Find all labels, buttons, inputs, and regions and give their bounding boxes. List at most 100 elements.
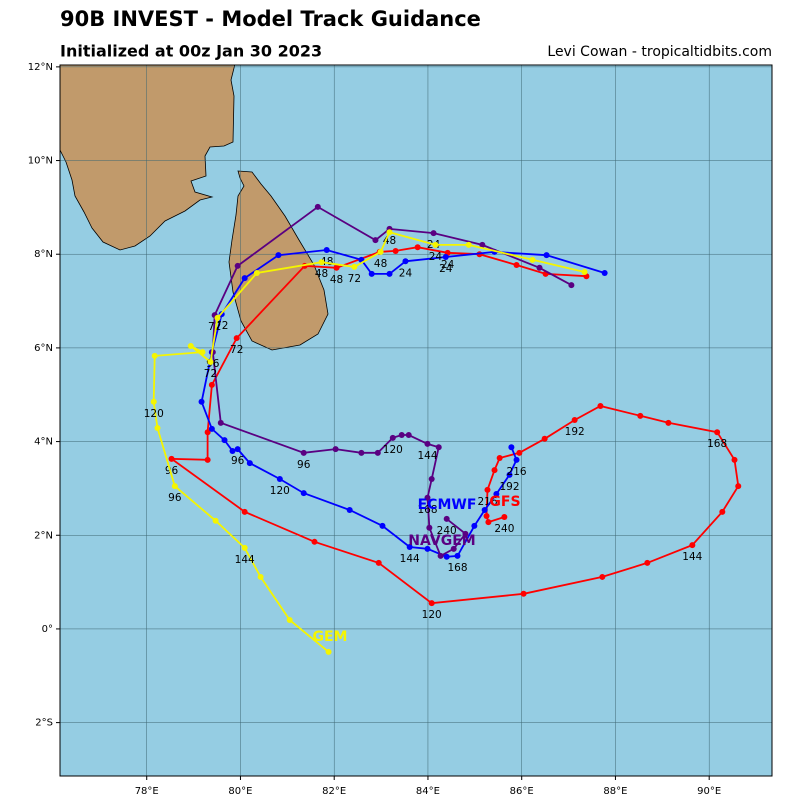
- model-name: GEM: [313, 629, 348, 645]
- track-point: [253, 269, 260, 276]
- track-point: [300, 449, 307, 456]
- grid: [60, 65, 772, 776]
- track-point: [471, 522, 478, 529]
- track-point: [529, 256, 536, 263]
- track-point: [204, 456, 211, 463]
- track-point: [481, 506, 488, 513]
- track-point: [374, 449, 381, 456]
- track-point: [199, 349, 206, 356]
- x-tick-label: 78°E: [135, 786, 159, 797]
- track-point: [581, 269, 588, 276]
- track-point: [221, 437, 228, 444]
- hour-label: 144: [400, 553, 420, 565]
- y-tick-label: 10°N: [28, 156, 53, 167]
- track-point: [513, 261, 520, 268]
- track-point: [392, 247, 399, 254]
- track-point: [332, 446, 339, 453]
- hour-label: 144: [417, 450, 437, 462]
- track-point: [428, 600, 435, 607]
- track-point: [491, 467, 498, 474]
- track-point: [372, 237, 379, 244]
- hour-label: 144: [235, 554, 255, 566]
- track-point: [516, 449, 523, 456]
- track-point: [333, 264, 340, 271]
- track-point: [735, 483, 742, 490]
- y-tick-label: 6°N: [34, 343, 53, 354]
- track-point: [323, 247, 330, 254]
- x-tick-label: 80°E: [228, 786, 252, 797]
- y-tick-label: 2°S: [35, 718, 53, 729]
- track-point: [241, 275, 248, 282]
- track-point: [414, 244, 421, 251]
- track-point: [714, 429, 721, 436]
- track-point: [428, 476, 435, 483]
- track-point: [379, 522, 386, 529]
- track-point: [346, 506, 353, 513]
- hour-label: 72: [230, 344, 243, 356]
- track-point: [483, 513, 490, 520]
- track-point: [571, 417, 578, 424]
- plot-frame: [59, 64, 773, 777]
- hour-label: 192: [565, 426, 585, 438]
- chart-subtitle: Initialized at 00z Jan 30 2023: [60, 42, 322, 61]
- track-point: [424, 440, 431, 447]
- hour-label: 24: [399, 267, 413, 279]
- track-point: [568, 282, 575, 289]
- hour-label: 96: [165, 465, 179, 477]
- hour-label: 72: [208, 321, 221, 333]
- track-point: [432, 241, 439, 248]
- track-point: [234, 446, 241, 453]
- track-point: [168, 455, 175, 462]
- track-point: [430, 230, 437, 237]
- track-point: [377, 248, 384, 255]
- hour-label: 168: [447, 562, 467, 574]
- track-point: [311, 538, 318, 545]
- hour-label: 24: [441, 259, 455, 271]
- hour-label: 72: [204, 368, 217, 380]
- track-point: [275, 252, 282, 259]
- hour-label: 48: [330, 274, 343, 286]
- track-point: [520, 590, 527, 597]
- track-point: [402, 258, 409, 265]
- track-point: [171, 483, 178, 490]
- model-name: NAVGEM: [408, 533, 475, 549]
- track-point: [442, 254, 449, 261]
- hour-label: 96: [231, 455, 245, 467]
- track-point: [501, 513, 508, 520]
- track-point: [286, 617, 293, 624]
- track-point: [731, 456, 738, 463]
- track-point: [217, 419, 224, 426]
- track-point: [358, 449, 365, 456]
- track-point: [541, 435, 548, 442]
- track-point: [437, 552, 444, 559]
- track-point: [368, 270, 375, 277]
- track-point: [208, 381, 215, 388]
- track-point: [506, 471, 513, 478]
- tracks: 2448729612014416819221624024244872961201…: [144, 203, 742, 655]
- track-point: [513, 456, 520, 463]
- track-point: [300, 490, 307, 497]
- hour-label: 120: [422, 609, 442, 621]
- model-name: ECMWF: [418, 497, 477, 513]
- track: 24 48 72 48 72 120 96 144: [144, 229, 588, 655]
- track-point: [536, 264, 543, 271]
- hour-label: 120: [270, 485, 290, 497]
- hour-label: 144: [682, 551, 702, 563]
- track-point: [493, 491, 500, 498]
- track-point: [241, 508, 248, 515]
- y-tick-label: 2°N: [34, 530, 53, 541]
- hour-label: 72: [215, 320, 228, 332]
- hour-label: 240: [437, 525, 457, 537]
- track-point: [719, 508, 726, 515]
- track-point: [187, 343, 194, 350]
- track-point: [389, 434, 396, 441]
- y-tick-label: 4°N: [34, 437, 53, 448]
- track-point: [485, 519, 492, 526]
- track-point: [212, 517, 219, 524]
- hour-label: 48: [374, 258, 387, 270]
- track-point: [426, 524, 433, 531]
- track-point: [214, 314, 221, 321]
- track-point: [465, 241, 472, 248]
